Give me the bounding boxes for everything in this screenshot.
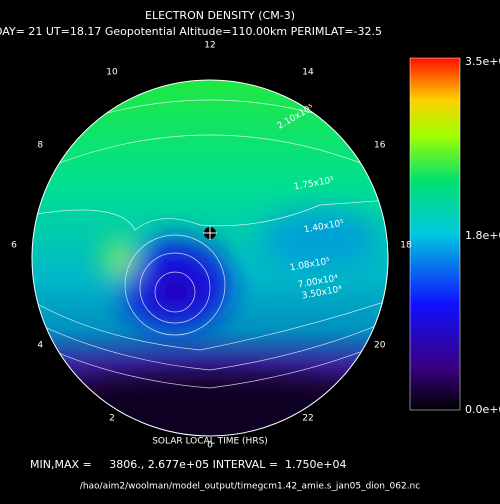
colorbar-label: 0.0e+00 xyxy=(465,403,500,416)
hour-label: 18 xyxy=(400,241,412,251)
hour-label: 12 xyxy=(204,41,215,51)
hour-label: 6 xyxy=(11,241,17,251)
hour-label: 22 xyxy=(302,414,313,424)
hour-label: 20 xyxy=(374,340,386,350)
hour-label: 8 xyxy=(37,141,43,151)
hour-label: 14 xyxy=(302,67,314,77)
footer: /hao/aim2/woolman/model_output/timegcm1.… xyxy=(80,482,420,492)
hour-label: 4 xyxy=(37,340,43,350)
hour-label: 2 xyxy=(109,414,115,424)
hour-label: 10 xyxy=(106,67,118,77)
minmax: MIN,MAX = 3806., 2.677e+05 INTERVAL = 1.… xyxy=(30,458,347,471)
x-label: SOLAR LOCAL TIME (HRS) xyxy=(152,437,268,447)
plot-border xyxy=(31,79,389,437)
subtitle: DAY= 21 UT=18.17 Geopotential Altitude=1… xyxy=(0,25,382,38)
title: ELECTRON DENSITY (CM-3) xyxy=(145,9,295,22)
colorbar xyxy=(409,57,461,411)
colorbar-label: 1.8e+05 xyxy=(465,229,500,242)
hour-label: 0 xyxy=(207,440,213,450)
colorbar-label: 3.5e+05 xyxy=(465,55,500,68)
hour-label: 16 xyxy=(374,141,386,151)
density-map xyxy=(32,80,388,436)
